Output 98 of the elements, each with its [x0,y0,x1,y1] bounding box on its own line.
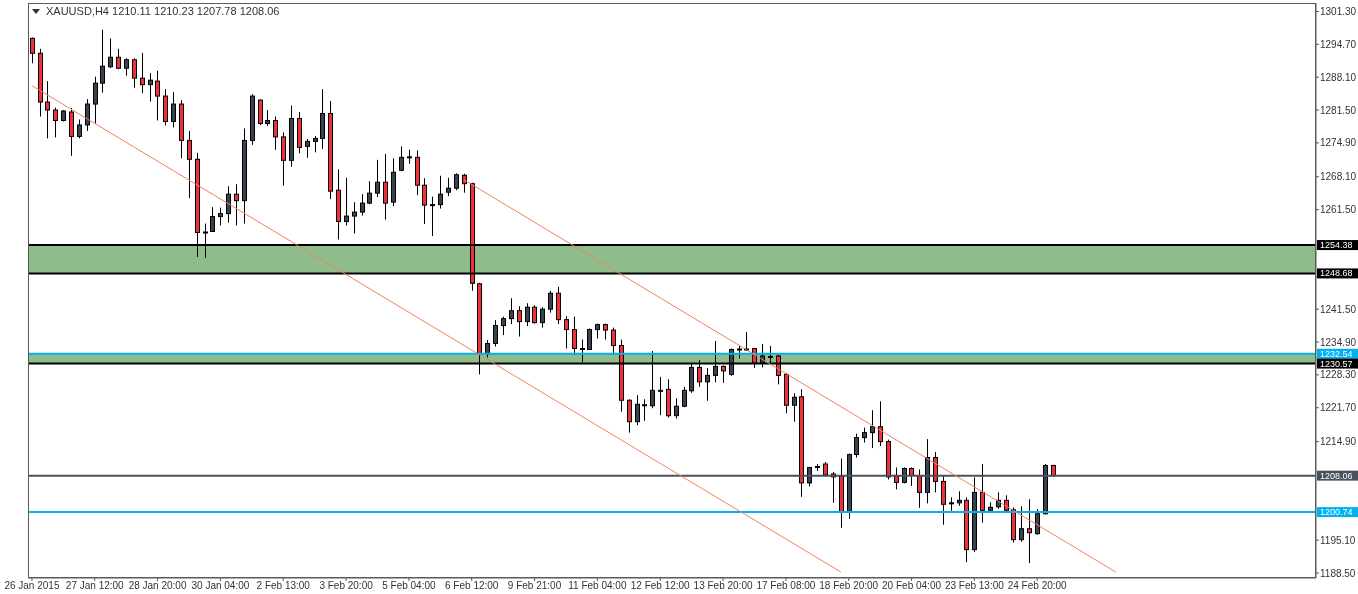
candlestick [258,99,263,126]
candlestick [1035,508,1040,536]
candlestick [148,72,153,103]
y-tick-label: 1214.90 [1320,436,1357,448]
ref-line-label: 1208.06 [1320,470,1353,481]
candlestick [399,145,404,172]
y-tick-label: 1241.50 [1320,303,1357,315]
candlestick [273,116,278,151]
y-tick-label: 1268.10 [1320,171,1357,183]
x-tick-label: 13 Feb 20:00 [693,580,753,592]
y-tick-label: 1234.90 [1320,336,1357,348]
candlestick [344,177,349,227]
candlestick [210,206,215,233]
ref-line-label: 1248.68 [1320,268,1353,279]
candlestick [360,193,365,217]
y-tick-label: 1281.50 [1320,104,1357,116]
candlestick [870,409,875,449]
candlestick [674,397,679,420]
x-tick-label: 6 Feb 12:00 [445,580,499,592]
y-tick-label: 1274.90 [1320,137,1357,149]
candlestick [627,398,632,434]
candlestick [234,183,239,227]
candlestick [540,306,545,329]
y-tick-label: 1188.50 [1320,567,1356,579]
candlestick [980,463,985,524]
candlestick [53,107,58,138]
candlestick [93,76,98,124]
x-tick-label: 3 Feb 20:00 [319,580,374,592]
candlestick [281,131,286,187]
candlestick [438,175,443,210]
candlestick [187,130,192,199]
ref-line-label: 1232.54 [1320,348,1353,359]
x-tick-label: 9 Feb 21:00 [507,580,562,592]
ref-line-label: 1254.38 [1320,240,1353,251]
candlestick [493,319,498,348]
candlestick [658,376,663,416]
candlestick [1019,505,1024,543]
candlestick [77,118,82,139]
candlestick [792,392,797,423]
candlestick [375,159,380,198]
x-tick-label: 24 Feb 20:00 [1007,580,1068,592]
x-tick-label: 27 Jan 12:00 [65,580,125,592]
y-tick-label: 1195.10 [1320,534,1356,546]
ref-line-label: 1230.57 [1320,358,1353,369]
candlestick [705,367,710,402]
candlestick [878,400,883,447]
x-tick-label: 17 Feb 08:00 [756,580,816,592]
candlestick [352,201,357,234]
candlestick [611,327,616,356]
y-tick-label: 1288.10 [1320,71,1357,83]
candlestick [140,52,145,94]
candlestick [108,37,113,69]
candlestick [564,315,569,349]
x-tick-label: 18 Feb 20:00 [819,580,879,592]
chart-title: XAUUSD,H4 1210.11 1210.23 1207.78 1208.06 [46,5,280,17]
y-tick-label: 1294.70 [1320,38,1357,50]
candlestick [941,475,946,526]
candlestick [100,29,105,94]
candlestick [854,433,859,459]
candlestick [446,177,451,197]
x-tick-label: 20 Feb 04:00 [882,580,942,592]
y-tick-label: 1228.30 [1320,369,1357,381]
candlestick [642,398,647,422]
candlestick [909,466,914,487]
candlestick [517,305,522,338]
candlestick [917,468,922,509]
x-tick-label: 30 Jan 04:00 [191,580,250,592]
x-tick-label: 28 Jan 20:00 [128,580,187,592]
candlestick [949,496,954,512]
candlestick [226,185,231,224]
x-tick-label: 5 Feb 04:00 [382,580,437,592]
y-tick-label: 1301.30 [1320,6,1357,18]
candlestick [171,91,176,128]
x-tick-label: 26 Jan 2015 [4,580,60,592]
candlestick [422,177,427,225]
candlestick [155,70,160,121]
candlestick [635,394,640,426]
candlestick [430,196,435,237]
candlestick [305,138,310,159]
candlestick [1027,498,1032,564]
x-tick-label: 12 Feb 12:00 [630,580,691,592]
candlestick [509,297,514,325]
x-tick-label: 11 Feb 04:00 [568,580,627,592]
candlestick [132,57,137,89]
y-tick-label: 1261.50 [1320,204,1357,216]
candlestick [383,153,388,221]
candlestick [548,290,553,314]
candlestick [45,80,50,139]
candlestick [85,98,90,132]
candlestick [572,316,577,356]
y-tick-label: 1221.70 [1320,402,1357,414]
candlestick [525,302,530,327]
candlestick [501,316,506,336]
candlestick [532,304,537,325]
candlestick [30,36,35,64]
x-tick-label: 23 Feb 13:00 [944,580,1005,592]
ref-line-label: 1200.74 [1320,507,1353,518]
x-tick-label: 2 Feb 13:00 [256,580,311,592]
